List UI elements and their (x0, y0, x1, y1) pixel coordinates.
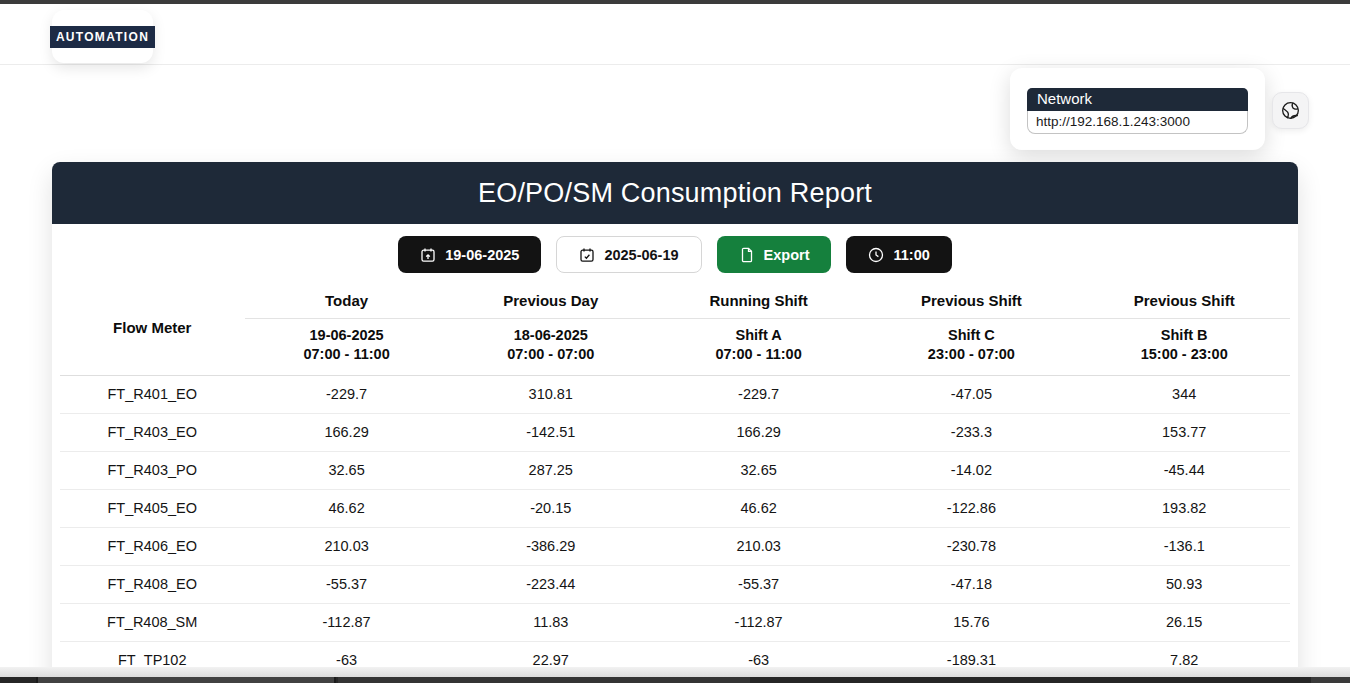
value-cell: 193.82 (1078, 490, 1290, 528)
value-cell: 15.76 (864, 604, 1078, 642)
flow-meter-cell: FT_R408_EO (60, 566, 245, 604)
brand-card: AUTOMATION (52, 10, 153, 63)
flow-meter-cell: FT_R405_EO (60, 490, 245, 528)
table-row: FT_R408_EO -55.37 -223.44 -55.37 -47.18 … (60, 566, 1290, 604)
table-row: FT_R408_SM -112.87 11.83 -112.87 15.76 2… (60, 604, 1290, 642)
report-date-label: 19-06-2025 (445, 247, 519, 263)
calendar-arrow-up-icon (420, 247, 436, 263)
calendar-check-icon (579, 247, 595, 263)
value-cell: 210.03 (245, 528, 449, 566)
value-cell: 166.29 (653, 414, 865, 452)
page-title: EO/PO/SM Consumption Report (478, 178, 872, 209)
subheader-previous-shift-1: Shift C 23:00 - 07:00 (864, 319, 1078, 376)
brand-logo: AUTOMATION (50, 26, 155, 48)
consumption-table: Flow Meter Today Previous Day Running Sh… (60, 279, 1290, 680)
value-cell: 32.65 (653, 452, 865, 490)
globe-icon (1281, 101, 1300, 120)
flow-meter-cell: FT_R408_SM (60, 604, 245, 642)
value-cell: 166.29 (245, 414, 449, 452)
column-header-previous-day: Previous Day (449, 279, 653, 319)
table-row: FT_R405_EO 46.62 -20.15 46.62 -122.86 19… (60, 490, 1290, 528)
value-cell: 50.93 (1078, 566, 1290, 604)
window-bottom-bar (0, 677, 1350, 683)
app-header: AUTOMATION (0, 4, 1350, 65)
column-header-today: Today (245, 279, 449, 319)
flow-meter-cell: FT_R401_EO (60, 376, 245, 414)
value-cell: -229.7 (245, 376, 449, 414)
value-cell: -142.51 (449, 414, 653, 452)
value-cell: -55.37 (653, 566, 865, 604)
report-card-header: EO/PO/SM Consumption Report (52, 162, 1298, 224)
value-cell: 287.25 (449, 452, 653, 490)
subheader-today: 19-06-2025 07:00 - 11:00 (245, 319, 449, 376)
report-card: EO/PO/SM Consumption Report 19-06-2025 (52, 162, 1298, 683)
value-cell: -47.18 (864, 566, 1078, 604)
flow-meter-cell: FT_R403_EO (60, 414, 245, 452)
toolbar: 19-06-2025 2025-06-19 Export (52, 224, 1298, 279)
value-cell: 46.62 (245, 490, 449, 528)
value-cell: -112.87 (653, 604, 865, 642)
network-popover-title: Network (1027, 88, 1248, 111)
table-row: FT_R403_EO 166.29 -142.51 166.29 -233.3 … (60, 414, 1290, 452)
subheader-previous-shift-2: Shift B 15:00 - 23:00 (1078, 319, 1290, 376)
flow-meter-cell: FT_R403_PO (60, 452, 245, 490)
table-row: FT_R406_EO 210.03 -386.29 210.03 -230.78… (60, 528, 1290, 566)
subheader-running-shift: Shift A 07:00 - 11:00 (653, 319, 865, 376)
value-cell: -55.37 (245, 566, 449, 604)
value-cell: -47.05 (864, 376, 1078, 414)
value-cell: 26.15 (1078, 604, 1290, 642)
network-url-input[interactable] (1027, 111, 1248, 134)
value-cell: 310.81 (449, 376, 653, 414)
value-cell: -223.44 (449, 566, 653, 604)
value-cell: -122.86 (864, 490, 1078, 528)
clock-icon (868, 247, 884, 263)
export-label: Export (764, 247, 810, 263)
value-cell: 11.83 (449, 604, 653, 642)
value-cell: -112.87 (245, 604, 449, 642)
value-cell: 32.65 (245, 452, 449, 490)
subheader-previous-day: 18-06-2025 07:00 - 07:00 (449, 319, 653, 376)
value-cell: -386.29 (449, 528, 653, 566)
value-cell: -233.3 (864, 414, 1078, 452)
time-button[interactable]: 11:00 (846, 236, 951, 273)
value-cell: 210.03 (653, 528, 865, 566)
column-header-flow-meter: Flow Meter (60, 279, 245, 376)
table-body: FT_R401_EO -229.7 310.81 -229.7 -47.05 3… (60, 376, 1290, 680)
value-cell: -45.44 (1078, 452, 1290, 490)
value-cell: -20.15 (449, 490, 653, 528)
column-header-previous-shift-2: Previous Shift (1078, 279, 1290, 319)
table-row: FT_R401_EO -229.7 310.81 -229.7 -47.05 3… (60, 376, 1290, 414)
date-picker-input[interactable]: 2025-06-19 (556, 236, 701, 273)
column-header-previous-shift-1: Previous Shift (864, 279, 1078, 319)
network-toggle-button[interactable] (1272, 92, 1309, 129)
value-cell: -230.78 (864, 528, 1078, 566)
time-label: 11:00 (893, 247, 929, 263)
report-date-button[interactable]: 19-06-2025 (398, 236, 541, 273)
value-cell: -136.1 (1078, 528, 1290, 566)
value-cell: 46.62 (653, 490, 865, 528)
value-cell: -14.02 (864, 452, 1078, 490)
flow-meter-cell: FT_R406_EO (60, 528, 245, 566)
date-picker-value: 2025-06-19 (604, 247, 678, 263)
network-popover: Network (1010, 68, 1265, 150)
file-icon (739, 247, 755, 263)
value-cell: 153.77 (1078, 414, 1290, 452)
value-cell: 344 (1078, 376, 1290, 414)
export-button[interactable]: Export (717, 236, 832, 273)
value-cell: -229.7 (653, 376, 865, 414)
page-bottom-gradient (0, 667, 1350, 677)
column-header-running-shift: Running Shift (653, 279, 865, 319)
table-row: FT_R403_PO 32.65 287.25 32.65 -14.02 -45… (60, 452, 1290, 490)
